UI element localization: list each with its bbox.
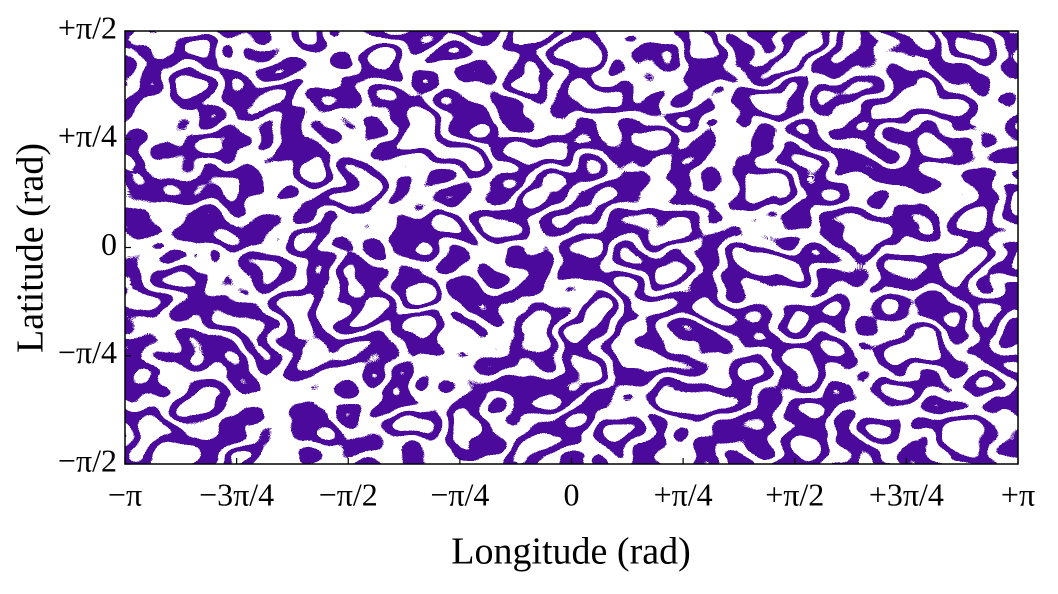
x-tick-label: −π bbox=[108, 476, 142, 512]
y-tick-label: +π/2 bbox=[58, 9, 117, 45]
x-axis-label: Longitude (rad) bbox=[451, 531, 691, 573]
y-tick-label: −π/2 bbox=[58, 442, 117, 478]
y-tick-label: −π/4 bbox=[58, 334, 117, 370]
x-tick-label: −3π/4 bbox=[199, 476, 274, 512]
x-tick-label: −π/2 bbox=[319, 476, 378, 512]
x-tick-label: +π/2 bbox=[765, 476, 824, 512]
x-tick-label: +π bbox=[1001, 476, 1035, 512]
y-tick-label: 0 bbox=[101, 226, 117, 262]
x-tick-label: +π/4 bbox=[654, 476, 713, 512]
y-tick-label: +π/4 bbox=[58, 118, 117, 154]
x-tick-label: −π/4 bbox=[430, 476, 489, 512]
x-tick-label: 0 bbox=[564, 476, 580, 512]
pattern-field bbox=[125, 31, 1018, 464]
x-tick-label: +3π/4 bbox=[869, 476, 944, 512]
y-axis-label: Latitude (rad) bbox=[10, 143, 52, 353]
